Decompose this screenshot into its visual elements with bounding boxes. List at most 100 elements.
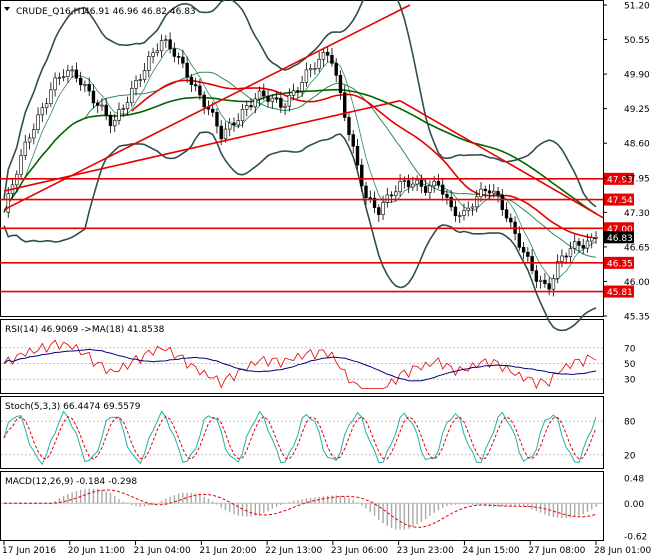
candle-body (385, 194, 390, 203)
candle-body (402, 180, 407, 182)
candle-body (526, 251, 530, 257)
level-tag (604, 193, 634, 206)
stoch-axis-label: 20 (624, 451, 636, 461)
candle-body (155, 50, 160, 54)
candle-body (125, 102, 130, 109)
candle-body (440, 184, 445, 195)
candle-body (351, 134, 355, 147)
candle-body (564, 255, 568, 258)
level-tag-value: 47.93 (607, 175, 633, 185)
candle-body (308, 68, 313, 71)
price-tick-label: 47.95 (624, 174, 650, 184)
candle-body (547, 283, 551, 290)
candle-body (176, 56, 181, 58)
candle-body (44, 103, 49, 109)
candle-body (181, 56, 185, 64)
collapse-triangle-icon[interactable] (4, 7, 10, 11)
candle-body (406, 180, 411, 188)
candle-body (551, 278, 556, 290)
bollinger-lower-band (3, 131, 597, 332)
candle-body (466, 207, 470, 211)
candle-body (462, 210, 466, 216)
macd-label: MACD(12,26,9) -0.184 -0.298 (5, 477, 137, 487)
rsi-ma-line (3, 348, 597, 382)
candle-body (436, 180, 441, 186)
candle-body (202, 94, 206, 108)
level-tag-value: 47.00 (607, 225, 633, 235)
bollinger-upper-band (3, 0, 597, 208)
candle-body (138, 79, 142, 81)
time-tick-label: 22 Jun 13:00 (265, 546, 322, 556)
price-tick-label: 47.30 (624, 209, 650, 219)
candle-body (381, 202, 385, 215)
candle-body (509, 217, 513, 223)
stoch-signal-line (3, 415, 597, 460)
candle-body (428, 185, 432, 193)
time-tick-label: 27 Jun 08:00 (528, 546, 585, 556)
candle-body (283, 105, 287, 108)
candle-body (134, 80, 138, 89)
candle-body (475, 196, 479, 208)
candle-body (249, 105, 253, 108)
candle-body (147, 56, 151, 71)
candle-body (142, 70, 147, 80)
candle-body (321, 52, 326, 60)
candle-body (257, 90, 262, 100)
candle-body (325, 52, 330, 56)
candle-body (347, 117, 351, 135)
candle-body (223, 128, 228, 140)
axis-layer: 47.93 47.54 47.00 46.35 45.81 51.20 50.55 49.90… (2, 2, 651, 557)
candle-body (423, 186, 428, 193)
candle-body (151, 52, 155, 57)
candle-body (291, 90, 296, 96)
candle-body (262, 90, 266, 97)
candle-body (104, 104, 108, 116)
macd-axis-label: 0.48 (624, 475, 644, 485)
level-tag (604, 285, 634, 298)
candle-body (57, 77, 62, 79)
candle-body (91, 90, 96, 104)
time-tick-label: 23 Jun 23:00 (397, 546, 454, 556)
level-tag-value: 47.54 (607, 196, 633, 206)
candle-body (61, 76, 66, 78)
candle-body (338, 74, 343, 94)
candle-body (40, 107, 45, 116)
candle-body (198, 85, 202, 96)
candle-body (555, 261, 560, 279)
symbol-header: CRUDE_Q16,H1 46.91 46.96 46.82 46.83 (4, 7, 196, 17)
candle-body (266, 95, 270, 102)
candle-body (581, 245, 585, 249)
candle-body (573, 241, 577, 249)
candle-body (253, 98, 257, 108)
candle-body (411, 183, 415, 188)
candle-body (215, 112, 219, 127)
candle-body (270, 97, 275, 102)
candle-body (210, 108, 215, 113)
candle-body (479, 188, 483, 198)
candle-body (500, 194, 505, 210)
candle-body (568, 248, 573, 257)
time-tick-label: 24 Jun 15:00 (462, 546, 519, 556)
price-tick-label: 48.60 (624, 140, 650, 150)
candle-body (287, 94, 292, 107)
candle-body (100, 104, 104, 107)
price-panel[interactable] (0, 0, 604, 317)
candle-body (232, 122, 236, 126)
candle-body (219, 125, 223, 140)
candle-body (449, 197, 453, 208)
candle-body (53, 77, 57, 91)
stoch-panel[interactable] (0, 396, 604, 469)
candle-body (496, 190, 500, 196)
candle-body (419, 179, 424, 187)
candle-body (377, 207, 381, 215)
candle-body (483, 188, 487, 192)
candle-body (368, 197, 372, 200)
ma-200-line (3, 88, 597, 215)
candle-body (164, 39, 168, 41)
candle-body (49, 89, 53, 104)
level-tag (604, 222, 634, 235)
rsi-panel[interactable] (0, 319, 604, 394)
rsi-line (3, 339, 597, 390)
candle-body (521, 247, 526, 253)
